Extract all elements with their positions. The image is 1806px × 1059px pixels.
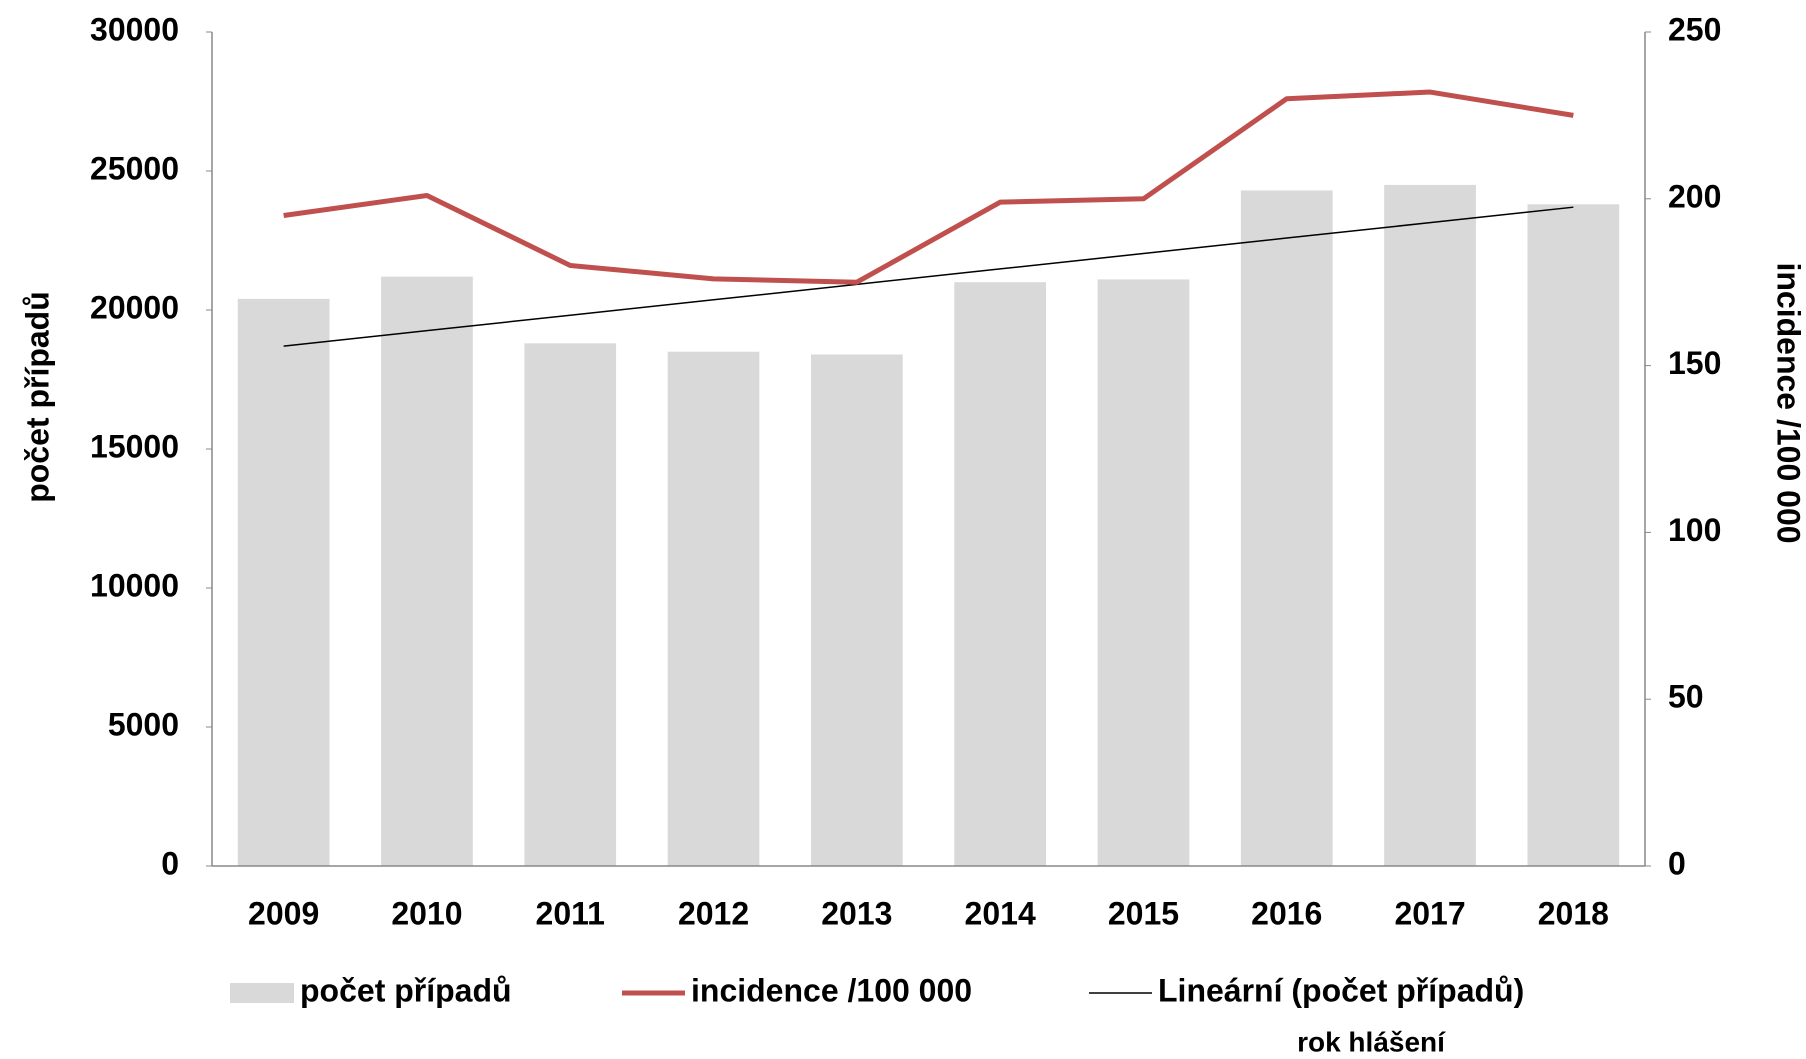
y-tick-label: 15000	[90, 428, 179, 464]
y-tick-label: 0	[161, 845, 179, 881]
x-tick-label: 2012	[678, 895, 749, 931]
y-tick-label: 30000	[90, 11, 179, 47]
x-tick-label: 2009	[248, 895, 319, 931]
legend-label: počet případů	[300, 972, 512, 1008]
bar	[667, 351, 760, 866]
y2-tick-label: 250	[1668, 11, 1721, 47]
x-axis-title: rok hlášení	[1297, 1026, 1446, 1057]
legend-swatch	[230, 983, 294, 1003]
x-tick-label: 2011	[536, 895, 605, 931]
legend-label: incidence /100 000	[691, 972, 972, 1008]
bar	[810, 354, 903, 866]
x-tick-label: 2016	[1251, 895, 1322, 931]
y-tick-label: 20000	[90, 289, 179, 325]
line	[283, 89, 1574, 285]
y2-axis-title: incidence /100 000	[1771, 262, 1806, 543]
y2-tick-label: 50	[1668, 679, 1704, 715]
y-tick-label: 5000	[108, 706, 179, 742]
y2-tick-label: 100	[1668, 512, 1721, 548]
bar	[1384, 184, 1476, 866]
bar	[524, 343, 617, 866]
legend-label: Lineární (počet případů)	[1158, 972, 1524, 1008]
y-axis-title: počet případů	[19, 291, 55, 503]
x-tick-label: 2010	[391, 895, 462, 931]
x-tick-label: 2017	[1394, 895, 1465, 931]
x-tick-label: 2018	[1538, 895, 1609, 931]
bar	[381, 276, 473, 866]
x-tick-label: 2014	[965, 895, 1036, 931]
y2-tick-label: 200	[1668, 178, 1721, 214]
bar	[1097, 279, 1190, 866]
trendline	[283, 206, 1574, 347]
x-tick-label: 2015	[1108, 895, 1179, 931]
y-tick-label: 10000	[90, 567, 179, 603]
bar	[1527, 204, 1620, 867]
bar	[954, 282, 1047, 866]
y2-tick-label: 150	[1668, 345, 1721, 381]
x-tick-label: 2013	[821, 895, 892, 931]
y-tick-label: 25000	[90, 150, 179, 186]
y2-tick-label: 0	[1668, 845, 1686, 881]
bar	[1240, 190, 1333, 866]
bar	[237, 298, 330, 866]
